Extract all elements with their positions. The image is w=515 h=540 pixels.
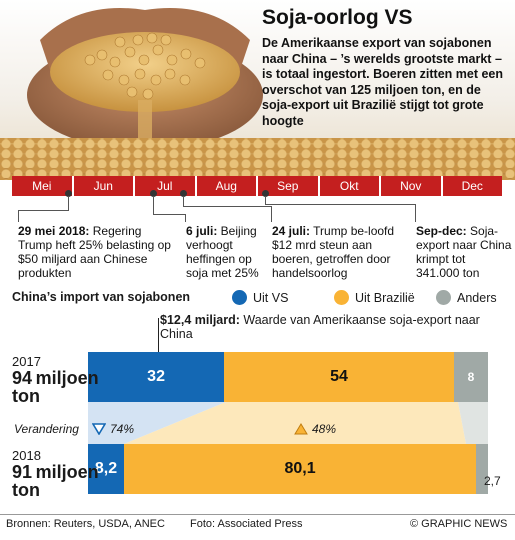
unit: miljoen <box>35 462 99 482</box>
row-label-2017: 2017 94 miljoen ton <box>12 354 99 406</box>
change-brazil: 48% <box>294 422 336 436</box>
change-label: Verandering <box>14 422 79 436</box>
change-vs-value: 74% <box>110 422 135 436</box>
event-marker <box>262 190 269 197</box>
event-connector <box>18 210 69 211</box>
legend-item-brazil: Uit Brazilië <box>334 290 415 305</box>
footer-credit: © GRAPHIC NEWS <box>410 518 508 530</box>
other-2018-value: 2,7 <box>484 474 501 488</box>
event-text: Regering Trump heft 25% belasting op $50… <box>18 224 171 280</box>
bar-2017: 32 54 8 <box>88 352 488 402</box>
legend-swatch-vs <box>232 290 247 305</box>
segment-vs: 32 <box>88 352 225 402</box>
down-triangle-icon <box>92 423 106 435</box>
event-text: Beijing verhoogt heffingen op soja met 2… <box>186 224 259 280</box>
legend-item-vs: Uit VS <box>232 290 288 305</box>
event-connector <box>153 196 154 214</box>
event-connector <box>18 210 19 222</box>
month-label: Sep <box>258 176 320 196</box>
month-timeline: Mei Jun Jul Aug Sep Okt Nov Dec <box>12 176 502 196</box>
event-date: 29 mei 2018: <box>18 224 90 238</box>
month-label: Mei <box>12 176 74 196</box>
change-brazil-value: 48% <box>312 422 337 436</box>
unit: miljoen <box>35 368 99 388</box>
event-connector <box>183 196 184 206</box>
event-connector <box>185 214 186 222</box>
export-value-note: $12,4 miljard: Waarde van Amerikaanse so… <box>160 313 515 341</box>
segment-brazil: 54 <box>224 352 454 402</box>
event-connector <box>153 214 185 215</box>
legend-swatch-brazil <box>334 290 349 305</box>
segment-other: 8 <box>453 352 488 402</box>
month-label: Okt <box>320 176 381 196</box>
event-connector <box>265 196 266 204</box>
total: 94 <box>12 368 33 388</box>
month-label: Nov <box>381 176 443 196</box>
year: 2017 <box>12 354 41 369</box>
change-vs: 74% <box>92 422 134 436</box>
event-july-6: 6 juli: Beijing verhoogt heffingen op so… <box>186 224 268 280</box>
segment-vs: 8,2 <box>88 444 125 494</box>
event-date: 6 juli: <box>186 224 218 238</box>
event-july-24: 24 juli: Trump be-loofd $12 mrd steun aa… <box>272 224 412 280</box>
soybeans-strip-image <box>0 138 515 180</box>
event-connector <box>183 206 271 207</box>
event-connector <box>265 204 415 205</box>
note-connector <box>158 318 159 358</box>
event-connector <box>271 206 272 222</box>
footer-divider <box>0 514 515 515</box>
month-label: Jun <box>74 176 135 196</box>
bar-2018: 8,2 80,1 <box>88 444 488 494</box>
hands-holding-beans-image <box>27 8 263 150</box>
total: 91 <box>12 462 33 482</box>
legend-label: Uit VS <box>253 290 289 305</box>
legend-swatch-other <box>436 290 451 305</box>
page-subtitle: De Amerikaanse export van sojabonen naar… <box>262 36 504 128</box>
event-date: 24 juli: <box>272 224 311 238</box>
event-marker <box>150 190 157 197</box>
legend-label: Uit Brazilië <box>355 290 415 305</box>
month-label: Aug <box>197 176 258 196</box>
event-marker <box>65 190 72 197</box>
segment-other <box>476 444 488 494</box>
unit: ton <box>12 480 40 500</box>
event-connector <box>68 196 69 210</box>
legend-label: Anders <box>457 290 497 305</box>
event-text: Soja-export naar China krimpt tot 341.00… <box>416 224 512 280</box>
event-text: Trump be-loofd $12 mrd steun aan boeren,… <box>272 224 395 280</box>
chart-title: China’s import van sojabonen <box>12 290 191 304</box>
segment-brazil: 80,1 <box>124 444 477 494</box>
footer-photo-credit: Foto: Associated Press <box>190 518 303 530</box>
footer-sources: Bronnen: Reuters, USDA, ANEC <box>6 518 165 530</box>
header-photo <box>0 0 515 180</box>
export-value-text: Waarde van Amerikaanse soja-export naar … <box>160 313 480 341</box>
month-label: Jul <box>135 176 197 196</box>
page-title: Soja-oorlog VS <box>262 6 413 29</box>
up-triangle-icon <box>294 423 308 435</box>
month-label: Dec <box>461 179 483 193</box>
event-may: 29 mei 2018: Regering Trump heft 25% bel… <box>18 224 178 280</box>
export-value: $12,4 miljard: <box>160 313 240 327</box>
event-marker <box>180 190 187 197</box>
event-date: Sep-dec: <box>416 224 467 238</box>
row-label-2018: 2018 91 miljoen ton <box>12 448 99 500</box>
legend-item-other: Anders <box>436 290 497 305</box>
unit: ton <box>12 386 40 406</box>
event-sep-dec: Sep-dec: Soja-export naar China krimpt t… <box>416 224 512 280</box>
year: 2018 <box>12 448 41 463</box>
event-connector <box>415 204 416 222</box>
